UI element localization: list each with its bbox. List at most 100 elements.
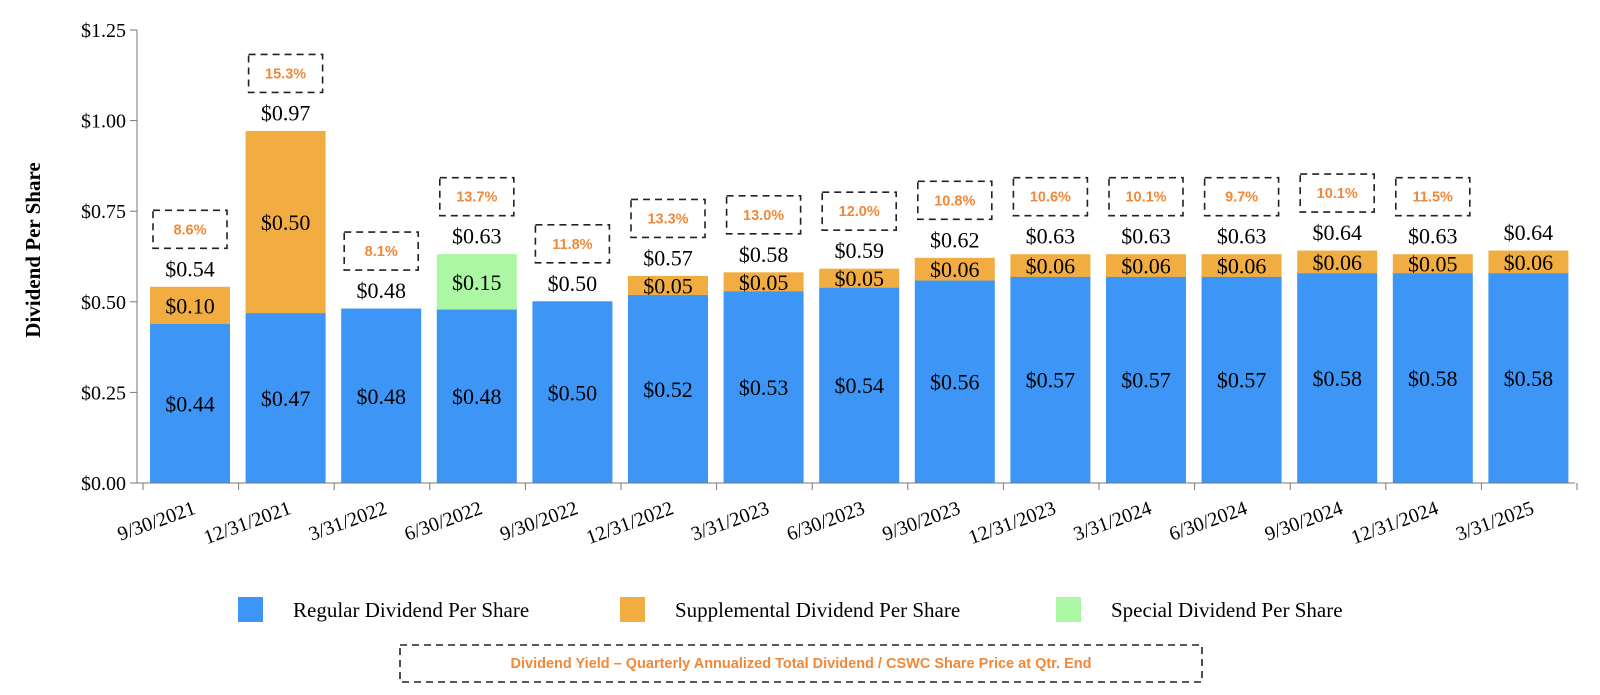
- bar-supplemental: [1392, 254, 1473, 274]
- bar-regular: [819, 286, 900, 484]
- y-tick-label: $0.75: [81, 201, 126, 223]
- legend-swatch-special: [1056, 597, 1081, 622]
- yield-label: 13.0%: [743, 208, 784, 224]
- y-tick-label: $1.25: [81, 20, 126, 42]
- yield-label: 13.3%: [647, 211, 688, 227]
- bar-label-regular: $0.52: [643, 377, 693, 402]
- yield-label: 10.1%: [1317, 186, 1358, 202]
- bar-label-regular: $0.54: [834, 373, 884, 398]
- bar-label-regular: $0.58: [1312, 366, 1362, 391]
- yield-box: [534, 224, 611, 264]
- y-tick-label: $0.00: [81, 473, 126, 495]
- yield-legend: Dividend Yield – Quarterly Annualized To…: [399, 644, 1203, 683]
- yield-label: 10.8%: [934, 193, 975, 209]
- y-tick-label: $0.50: [81, 292, 126, 314]
- x-tick-label: 3/31/2024: [1071, 497, 1155, 545]
- total-label: $0.63: [1217, 224, 1267, 249]
- bar-label-supplemental: $0.05: [834, 266, 884, 291]
- yield-label: 8.6%: [173, 222, 206, 238]
- total-label: $0.63: [1408, 224, 1458, 249]
- bar-supplemental: [1488, 250, 1569, 274]
- bar-regular: [1106, 275, 1186, 484]
- bar-supplemental: [723, 272, 804, 292]
- bars: $0.44 $0.10 $0.54 8.6% $0.47 $0.50 $0.97 15.3% $…: [150, 53, 1569, 484]
- x-axis: 9/30/2021 12/31/2021 3/31/2022 6/30/2022 9/3…: [115, 482, 1578, 549]
- legend-swatch-supplemental: [620, 597, 645, 622]
- yield-label: 11.5%: [1413, 190, 1453, 206]
- bar-regular: [1392, 272, 1473, 484]
- bar-label-supplemental: $0.06: [1504, 250, 1554, 275]
- total-label: $0.64: [1312, 220, 1362, 245]
- bar-supplemental: [245, 130, 326, 314]
- bar-supplemental: [1010, 254, 1091, 277]
- bar-label-regular: $0.58: [1408, 366, 1458, 391]
- total-label: $0.63: [1026, 224, 1076, 249]
- yield-box: [1299, 173, 1375, 213]
- bar-regular: [1488, 272, 1569, 484]
- bar-regular: [1297, 272, 1378, 484]
- x-tick-label: 3/31/2023: [688, 497, 772, 545]
- total-label: $0.54: [165, 256, 215, 281]
- y-tick-label: $0.25: [81, 382, 126, 404]
- yield-label: 11.8%: [552, 237, 592, 253]
- bar-label-supplemental: $0.06: [930, 257, 980, 282]
- bar-label-regular: $0.57: [1217, 368, 1267, 393]
- yield-label: 13.7%: [456, 190, 497, 206]
- legend-label-special: Special Dividend Per Share: [1111, 598, 1343, 622]
- bar-regular: [1010, 275, 1091, 484]
- x-tick-label: 12/31/2024: [1348, 497, 1441, 549]
- yield-box: [630, 198, 706, 239]
- yield-label: 12.0%: [839, 204, 880, 220]
- bar-label-supplemental: $0.50: [261, 210, 311, 235]
- bar-label-supplemental: $0.06: [1121, 254, 1171, 279]
- legend-label-regular: Regular Dividend Per Share: [293, 598, 529, 622]
- yield-box: [343, 231, 420, 271]
- yield-label: 10.6%: [1030, 190, 1071, 206]
- yield-box: [438, 176, 515, 217]
- bar-label-supplemental: $0.05: [643, 273, 693, 298]
- yield-box: [1203, 176, 1280, 217]
- bar-label-regular: $0.48: [356, 384, 406, 409]
- bar-label-supplemental: $0.05: [739, 270, 789, 295]
- bar-label-regular: $0.57: [1121, 368, 1171, 393]
- total-label: $0.57: [643, 245, 693, 270]
- yield-box: [1108, 176, 1184, 217]
- bar-label-regular: $0.58: [1504, 366, 1554, 391]
- bar-special: [436, 254, 517, 310]
- bar-regular: [723, 290, 804, 484]
- bar-label-supplemental: $0.06: [1026, 254, 1076, 279]
- x-tick-label: 12/31/2022: [583, 497, 676, 549]
- legend-swatch-regular: [238, 597, 263, 622]
- total-label: $0.58: [739, 242, 789, 267]
- yield-box: [1012, 176, 1089, 217]
- bar-label-supplemental: $0.06: [1217, 254, 1267, 279]
- y-tick-label: $1.00: [81, 111, 126, 133]
- bar-label-regular: $0.47: [261, 386, 311, 411]
- legend-label-supplemental: Supplemental Dividend Per Share: [675, 598, 960, 622]
- total-label: $0.64: [1504, 220, 1554, 245]
- bar-regular: [245, 312, 326, 484]
- yield-box: [916, 180, 993, 221]
- bar-regular: [436, 308, 517, 484]
- bar-regular: [1201, 275, 1282, 484]
- x-tick-label: 9/30/2024: [1262, 497, 1346, 545]
- yield-label: 8.1%: [365, 244, 398, 260]
- bar-label-supplemental: $0.10: [165, 293, 215, 318]
- y-axis: $0.00 $0.25 $0.50 $0.75 $1.00 $1.25: [81, 20, 138, 495]
- bar-label-regular: $0.53: [739, 375, 789, 400]
- total-label: $0.59: [834, 238, 884, 263]
- yield-legend-box: [399, 644, 1203, 683]
- yield-legend-text: Dividend Yield – Quarterly Annualized To…: [511, 656, 1092, 672]
- bar-supplemental: [1297, 250, 1378, 274]
- yield-label: 15.3%: [265, 66, 306, 82]
- legend: Regular Dividend Per Share Supplemental D…: [238, 597, 1343, 622]
- x-tick-label: 12/31/2021: [201, 497, 294, 549]
- bar-label-regular: $0.50: [548, 380, 598, 405]
- bar-label-regular: $0.56: [930, 370, 980, 395]
- x-tick-label: 9/30/2021: [115, 497, 199, 545]
- x-tick-label: 6/30/2022: [402, 497, 486, 545]
- bar-label-supplemental: $0.05: [1408, 252, 1458, 277]
- total-label: $0.97: [261, 100, 311, 125]
- total-label: $0.63: [1121, 224, 1171, 249]
